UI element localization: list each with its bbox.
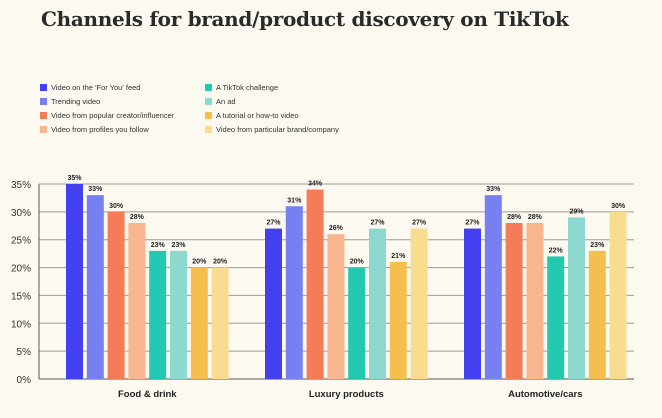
legend-label: Trending video	[51, 96, 101, 106]
bar	[107, 211, 125, 379]
bar	[588, 250, 606, 379]
data-label: 27%	[412, 220, 427, 227]
legend-swatch	[205, 83, 212, 91]
bar	[86, 195, 104, 379]
legend-item: Trending video	[40, 95, 100, 107]
y-tick-label: 15%	[11, 291, 31, 302]
data-label: 26%	[329, 225, 344, 232]
bar	[389, 262, 407, 379]
chart-title: Channels for brand/product discovery on …	[41, 7, 569, 31]
bar	[265, 228, 282, 379]
bar	[306, 189, 324, 379]
bar	[526, 223, 544, 379]
data-label: 33%	[486, 186, 501, 193]
bar	[327, 234, 345, 379]
data-label: 30%	[611, 203, 626, 210]
legend-swatch	[40, 97, 47, 105]
legend-label: Video on the 'For You' feed	[51, 82, 141, 92]
legend-label: Video from popular creator/influencer	[51, 110, 175, 120]
data-label: 27%	[266, 220, 281, 227]
data-label: 28%	[507, 214, 522, 221]
data-label: 28%	[130, 214, 145, 221]
legend-swatch	[205, 125, 212, 133]
legend-swatch	[40, 111, 47, 119]
bar	[190, 267, 208, 379]
bar	[211, 267, 229, 379]
bar	[547, 256, 565, 379]
data-label: 30%	[109, 203, 124, 210]
data-label: 20%	[350, 259, 365, 266]
legend-swatch	[205, 111, 212, 119]
data-label: 22%	[549, 247, 564, 254]
data-label: 23%	[171, 242, 186, 249]
bar	[410, 228, 428, 379]
legend-swatch	[205, 97, 212, 105]
bar	[149, 250, 167, 379]
bar	[568, 217, 585, 379]
x-tick-label: Food & drink	[118, 389, 177, 400]
y-tick-label: 30%	[11, 208, 31, 219]
y-tick-label: 35%	[11, 180, 31, 191]
data-label: 31%	[287, 197, 302, 204]
legend-item: A TikTok challenge	[205, 81, 278, 93]
data-label: 27%	[465, 220, 480, 227]
data-label: 20%	[213, 259, 228, 266]
data-label: 34%	[308, 181, 323, 188]
data-label: 23%	[590, 242, 605, 249]
legend-label: A tutorial or how-to video	[216, 110, 299, 120]
legend-item: Video from profiles you follow	[40, 123, 149, 135]
data-label: 35%	[67, 175, 82, 182]
legend-label: A TikTok challenge	[216, 82, 279, 92]
y-tick-label: 10%	[11, 319, 31, 330]
legend-label: An ad	[216, 96, 236, 106]
data-label: 27%	[370, 220, 385, 227]
y-tick-label: 25%	[11, 236, 31, 247]
x-tick-label: Automotive/cars	[508, 389, 582, 400]
legend-item: An ad	[205, 95, 236, 107]
data-label: 20%	[192, 259, 207, 266]
data-label: 28%	[528, 214, 543, 221]
legend-label: Video from profiles you follow	[51, 124, 149, 134]
legend-swatch	[40, 125, 47, 133]
bar	[464, 228, 481, 379]
bar	[285, 206, 303, 379]
bar	[484, 195, 502, 379]
legend-label: Video from particular brand/company	[216, 124, 339, 134]
legend-item: Video from popular creator/influencer	[40, 109, 174, 121]
bar	[170, 250, 187, 379]
legend-item: A tutorial or how-to video	[205, 109, 299, 121]
y-tick-label: 20%	[11, 264, 31, 275]
legend-swatch	[40, 83, 47, 91]
bar	[369, 228, 386, 379]
y-tick-label: 0%	[17, 375, 32, 386]
data-label: 29%	[569, 208, 584, 215]
y-tick-label: 5%	[17, 347, 32, 358]
bar	[348, 267, 366, 379]
bar	[128, 223, 146, 379]
x-tick-label: Luxury products	[309, 389, 384, 400]
bar	[66, 184, 83, 379]
legend-item: Video from particular brand/company	[205, 123, 339, 135]
bar	[609, 211, 627, 379]
legend-item: Video on the 'For You' feed	[40, 81, 140, 93]
data-label: 23%	[151, 242, 166, 249]
bar	[505, 223, 523, 379]
data-label: 21%	[391, 253, 406, 260]
data-label: 33%	[88, 186, 103, 193]
